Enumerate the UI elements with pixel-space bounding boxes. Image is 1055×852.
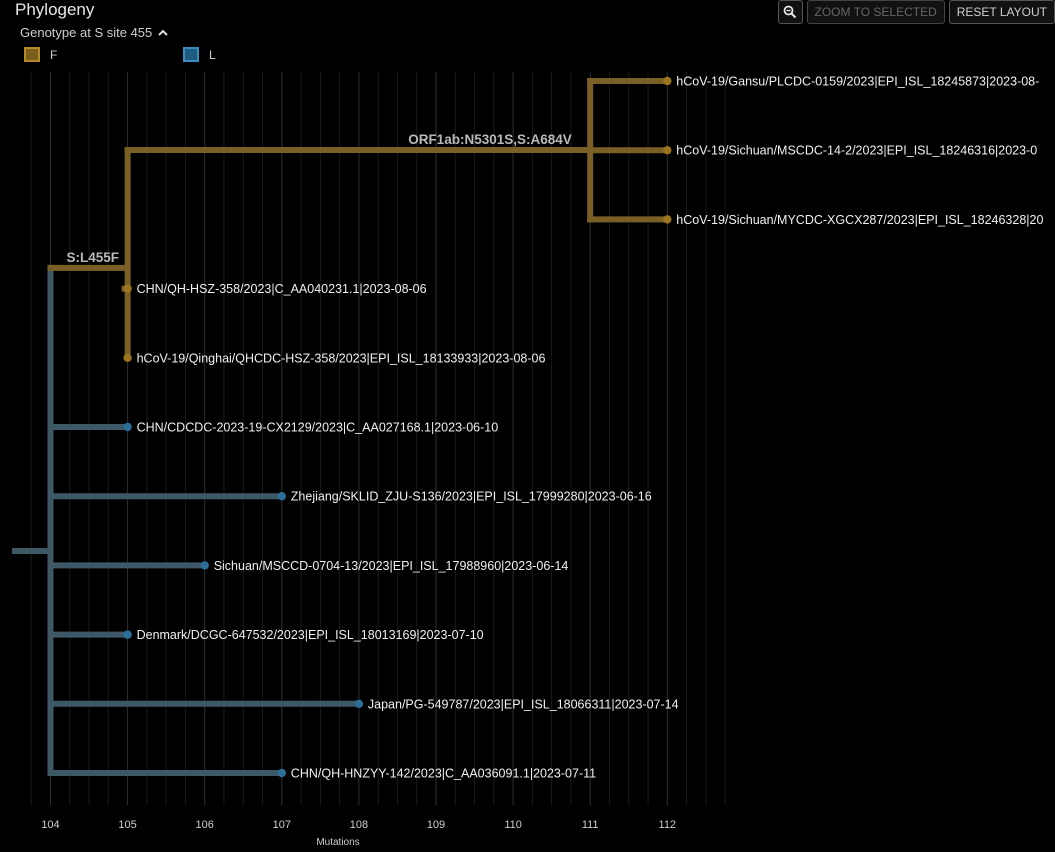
tip-label[interactable]: hCoV-19/Sichuan/MSCDC-14-2/2023|EPI_ISL_… [676,144,1037,158]
axis-tick-label: 106 [196,819,214,831]
zoom-out-button[interactable] [777,0,803,24]
tip-node[interactable] [663,76,672,86]
axis-tick-label: 112 [659,819,677,831]
chevron-up-icon [158,29,168,36]
axis-tick-label: 111 [582,819,599,831]
color-by-label: Genotype at S site 455 [20,25,153,40]
tip-node[interactable] [277,492,286,501]
color-by-toggle[interactable]: Genotype at S site 455 [20,25,168,40]
tip-label[interactable]: Denmark/DCGC-647532/2023|EPI_ISL_1801316… [137,628,484,642]
tip-node[interactable] [123,630,132,639]
tip-label[interactable]: CHN/CDCDC-2023-19-CX2129/2023|C_AA027168… [137,421,499,435]
axis-tick-label: 107 [273,819,291,831]
legend-label-l: L [209,47,216,62]
tip-label[interactable]: CHN/QH-HSZ-358/2023|C_AA040231.1|2023-08… [137,282,427,296]
panel-title: Phylogeny [15,0,95,19]
tip-node[interactable] [123,284,132,293]
branch-label-orf1ab: ORF1ab:N5301S,S:A684V [408,132,572,147]
magnifier-minus-icon [783,5,797,19]
branch-label-s-l455f: S:L455F [67,250,120,265]
tip-node[interactable] [663,215,672,224]
tip-node[interactable] [277,768,286,778]
legend-swatch-l [183,47,199,62]
legend-label-f: F [50,47,58,62]
tip-node[interactable] [663,146,672,155]
reset-layout-button[interactable]: RESET LAYOUT [948,0,1055,24]
tip-label[interactable]: Sichuan/MSCCD-0704-13/2023|EPI_ISL_17988… [214,559,569,573]
axis-tick-label: 110 [504,819,522,831]
tip-node[interactable] [123,422,132,432]
axis-tick-label: 105 [118,819,136,831]
axis-tick-label: 109 [427,819,445,831]
legend-item-f[interactable]: F [24,47,57,62]
divergence-grid [30,72,726,805]
tip-node[interactable] [123,353,132,362]
tip-label[interactable]: Japan/PG-549787/2023|EPI_ISL_18066311|20… [368,697,679,711]
tip-node[interactable] [200,561,209,570]
axis-title: Mutations [316,837,359,848]
axis-tick-label: 108 [350,819,368,831]
tree-tips: hCoV-19/Gansu/PLCDC-0159/2023|EPI_ISL_18… [123,75,1043,781]
divergence-axis: 104 105 106 107 108 109 110 111 112 Mutations [41,819,676,848]
tree-toolbar: ZOOM TO SELECTED RESET LAYOUT [777,0,1055,24]
tip-label[interactable]: hCoV-19/Qinghai/QHCDC-HSZ-358/2023|EPI_I… [137,351,546,365]
tree-branches: S:L455F ORF1ab:N5301S,S:A684V [12,78,671,776]
tip-label[interactable]: Zhejiang/SKLID_ZJU-S136/2023|EPI_ISL_179… [291,490,652,504]
zoom-to-selected-button[interactable]: ZOOM TO SELECTED [806,0,945,24]
tip-label[interactable]: hCoV-19/Gansu/PLCDC-0159/2023|EPI_ISL_18… [676,75,1039,89]
legend-swatch-f [24,47,40,62]
axis-tick-label: 104 [41,819,59,831]
tip-label[interactable]: hCoV-19/Sichuan/MYCDC-XGCX287/2023|EPI_I… [676,213,1043,227]
legend-item-l[interactable]: L [183,47,216,62]
tip-node[interactable] [354,699,364,708]
tip-label[interactable]: CHN/QH-HNZYY-142/2023|C_AA036091.1|2023-… [291,767,596,781]
